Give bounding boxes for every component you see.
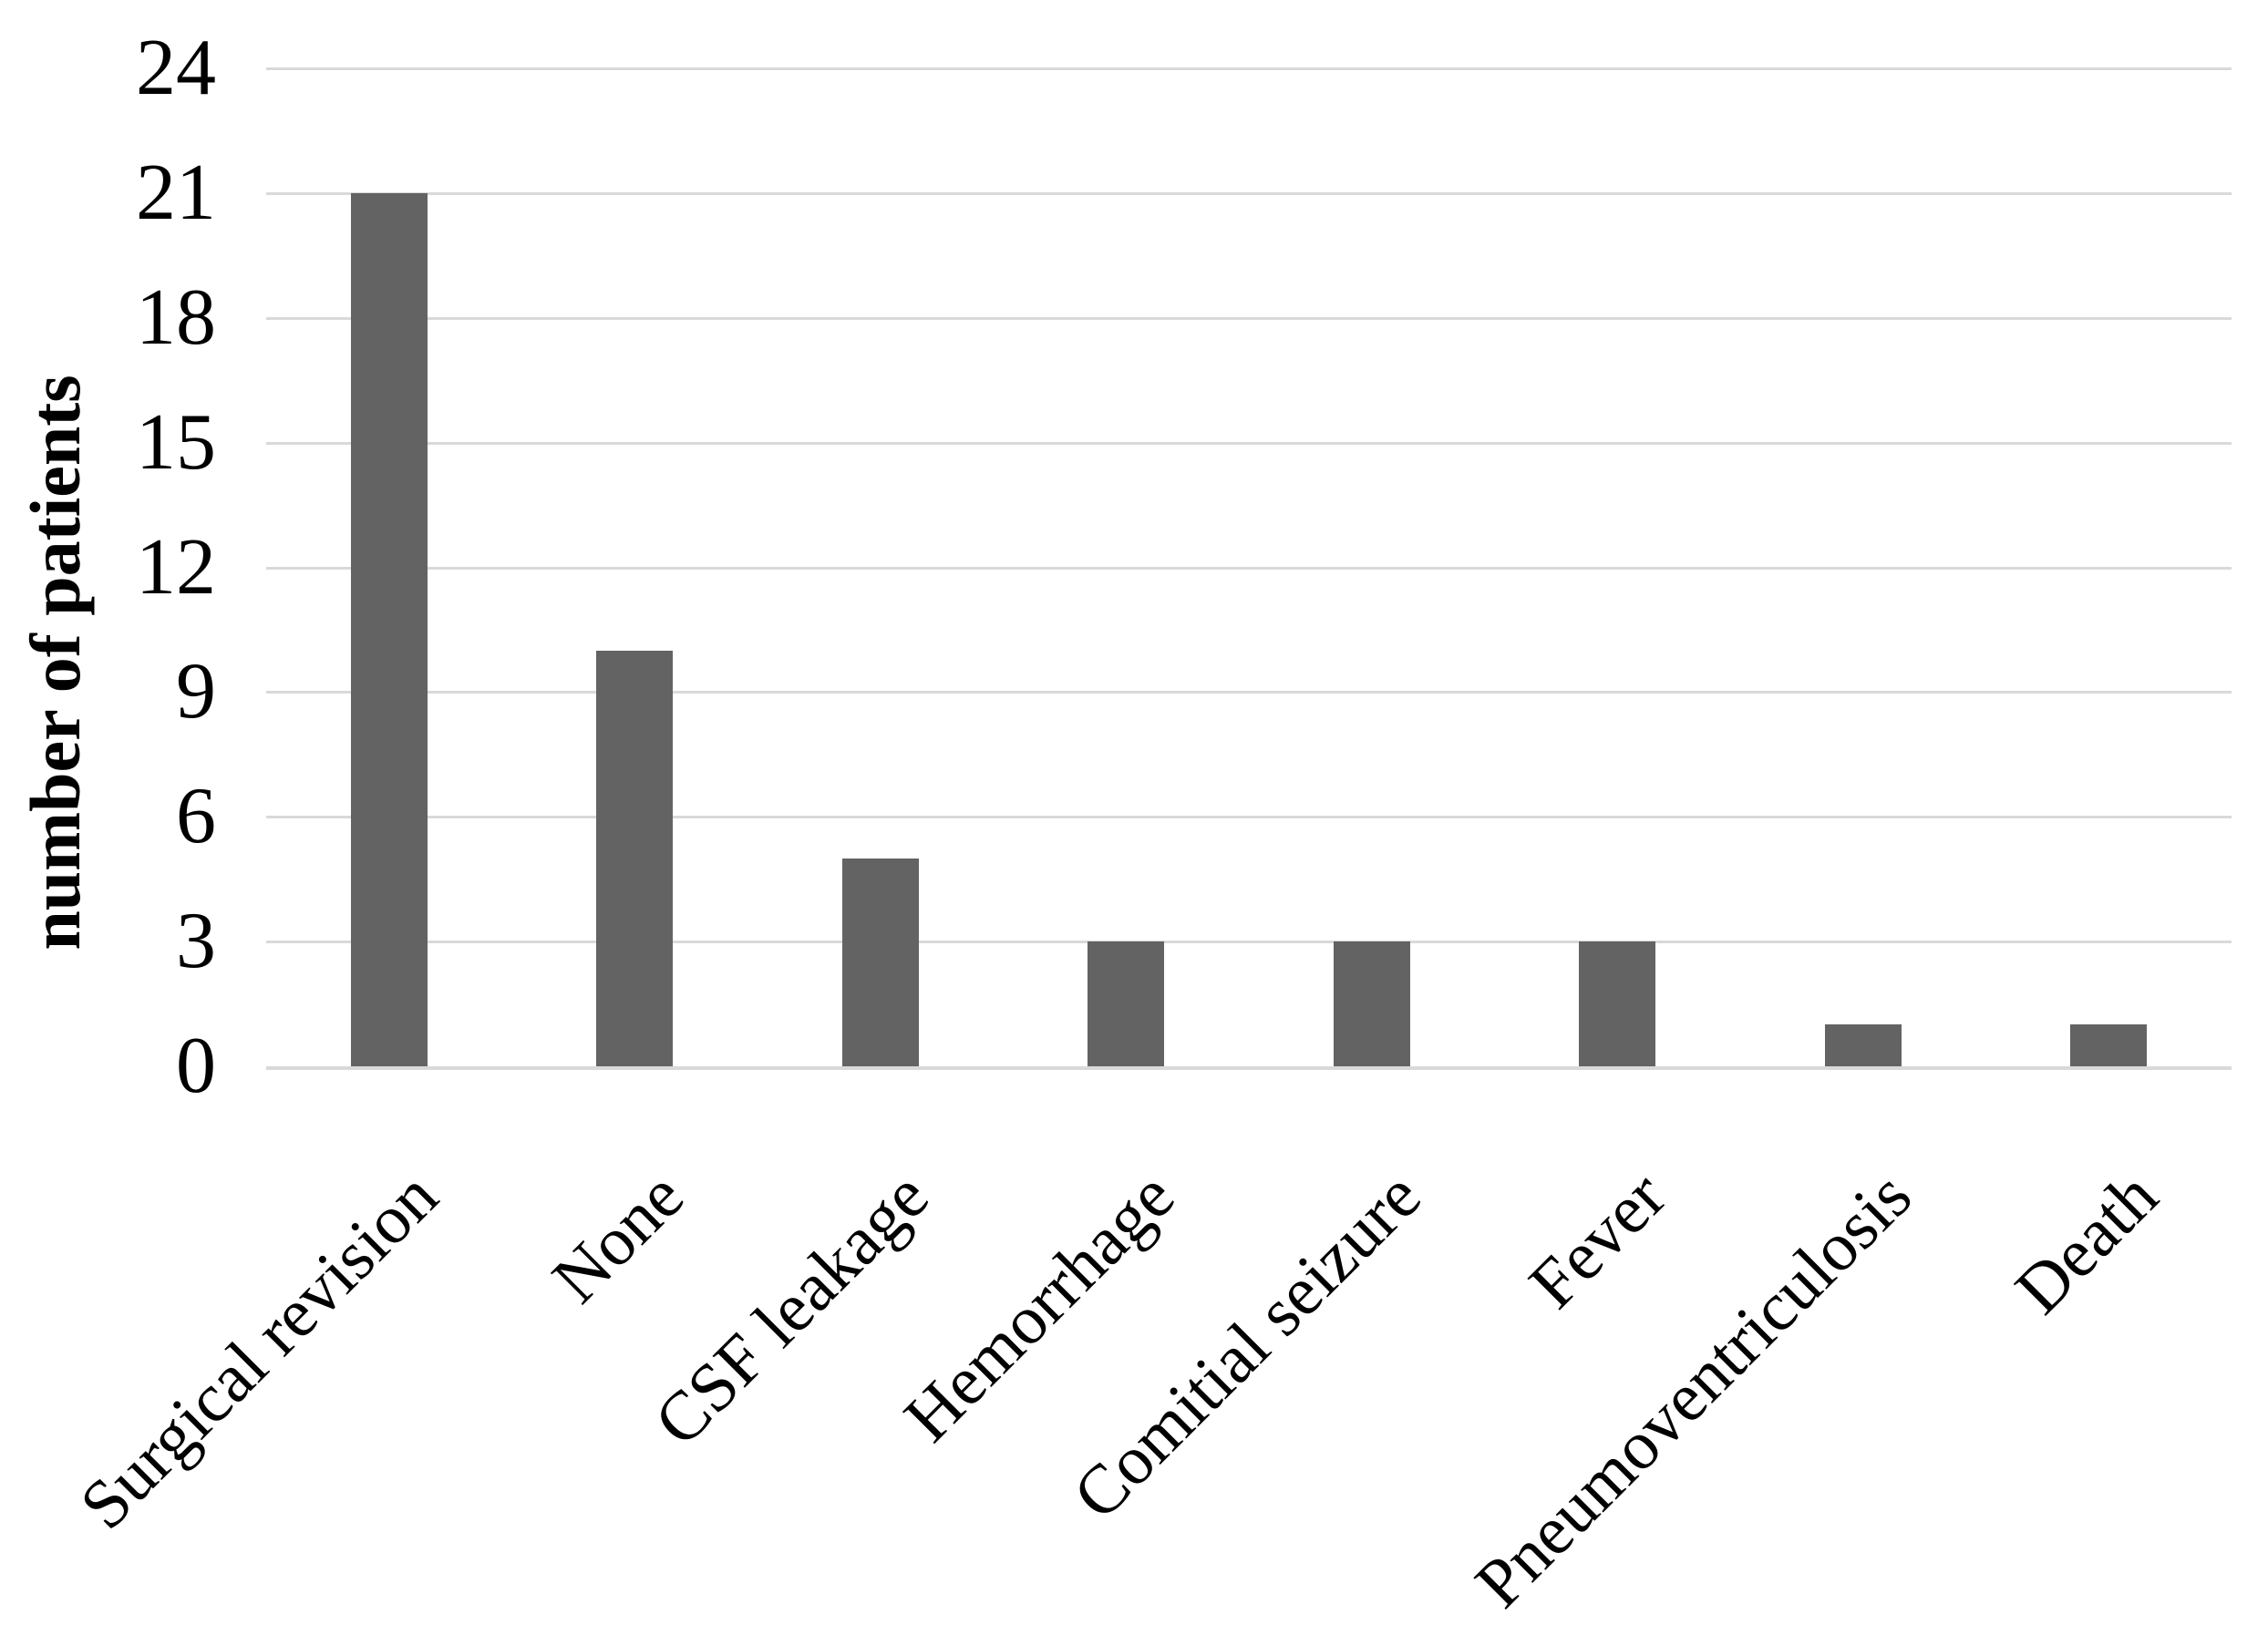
y-tick-label-9: 9	[176, 647, 216, 736]
x-tick-label-pneumoventriculosis: Pneumoventriculosis	[1460, 1157, 1927, 1623]
gridline-y-15	[266, 441, 2232, 445]
gridline-y-6	[266, 816, 2232, 819]
bar-none	[596, 650, 674, 1066]
y-tick-label-12: 12	[136, 522, 216, 612]
gridline-y-24	[266, 67, 2232, 70]
gridline-y-18	[266, 316, 2232, 320]
y-tick-label-3: 3	[176, 897, 216, 986]
gridline-y-21	[266, 191, 2232, 195]
bar-pneumoventriculosis	[1824, 1024, 1902, 1066]
x-tick-label-surgical-revision: Surgical revision	[65, 1157, 453, 1544]
gridline-y-9	[266, 691, 2232, 694]
bar-surgical-revision	[350, 192, 428, 1066]
bar-death	[2070, 1024, 2148, 1066]
y-tick-label-0: 0	[176, 1022, 216, 1110]
y-tick-label-24: 24	[136, 24, 216, 112]
bar-fever	[1579, 941, 1656, 1066]
y-tick-label-21: 21	[136, 148, 216, 237]
x-axis-line	[266, 1066, 2232, 1070]
x-tick-label-none: None	[537, 1157, 698, 1318]
bar-csf-leakage	[841, 858, 919, 1066]
gridline-y-3	[266, 941, 2232, 944]
y-tick-label-15: 15	[136, 397, 216, 487]
y-tick-label-6: 6	[176, 772, 216, 861]
y-tick-label-18: 18	[136, 272, 216, 362]
x-tick-label-death: Death	[2000, 1157, 2172, 1329]
x-tick-label-fever: Fever	[1514, 1157, 1681, 1323]
bar-comitial-seizure	[1333, 941, 1410, 1066]
gridline-y-12	[266, 566, 2232, 570]
bar-hemorrhage	[1088, 941, 1165, 1066]
